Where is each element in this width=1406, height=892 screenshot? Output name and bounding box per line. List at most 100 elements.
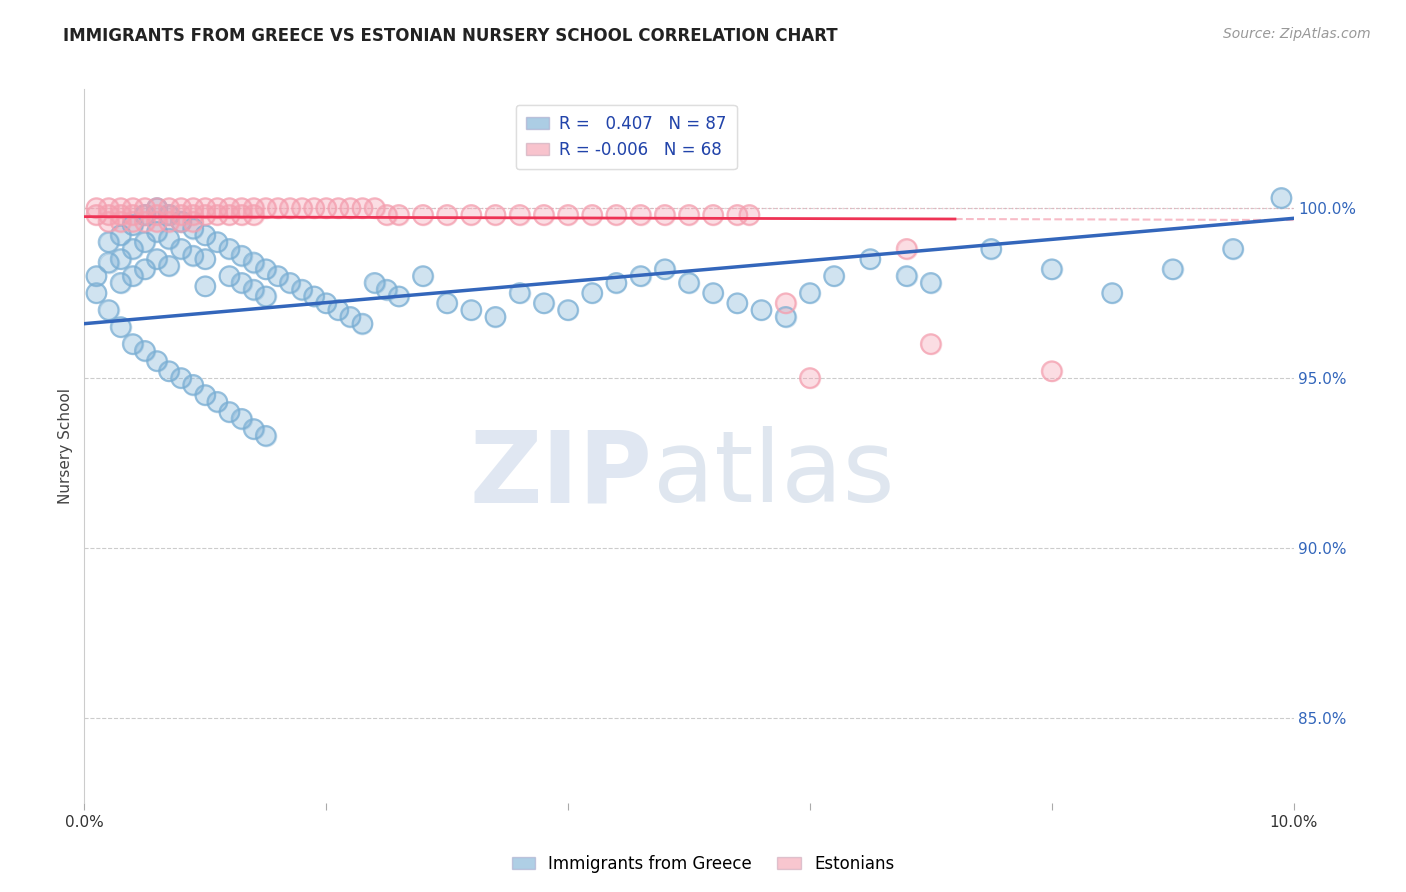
Point: [218, 405, 240, 419]
Point: [315, 201, 337, 215]
Point: [738, 208, 761, 222]
Point: [725, 208, 748, 222]
Point: [134, 208, 156, 222]
Text: IMMIGRANTS FROM GREECE VS ESTONIAN NURSERY SCHOOL CORRELATION CHART: IMMIGRANTS FROM GREECE VS ESTONIAN NURSE…: [63, 27, 838, 45]
Point: [181, 201, 204, 215]
Point: [920, 276, 942, 290]
Point: [231, 249, 253, 263]
Point: [352, 317, 374, 331]
Point: [654, 262, 676, 277]
Point: [328, 303, 350, 318]
Point: [412, 208, 434, 222]
Point: [920, 337, 942, 351]
Point: [110, 228, 132, 243]
Point: [302, 201, 325, 215]
Point: [86, 286, 108, 301]
Point: [157, 215, 180, 229]
Point: [170, 215, 193, 229]
Point: [678, 276, 700, 290]
Point: [218, 201, 240, 215]
Point: [181, 208, 204, 222]
Point: [134, 262, 156, 277]
Point: [302, 289, 325, 303]
Point: [1161, 262, 1184, 277]
Point: [181, 221, 204, 235]
Point: [725, 296, 748, 310]
Point: [388, 289, 411, 303]
Point: [751, 303, 773, 318]
Point: [278, 276, 301, 290]
Point: [97, 235, 120, 249]
Point: [134, 235, 156, 249]
Point: [267, 201, 290, 215]
Point: [291, 201, 314, 215]
Point: [194, 201, 217, 215]
Point: [97, 208, 120, 222]
Point: [157, 208, 180, 222]
Point: [533, 208, 555, 222]
Point: [157, 364, 180, 378]
Point: [170, 208, 193, 222]
Point: [170, 371, 193, 385]
Point: [121, 269, 143, 284]
Y-axis label: Nursery School: Nursery School: [58, 388, 73, 504]
Point: [181, 215, 204, 229]
Point: [896, 242, 918, 256]
Point: [278, 276, 301, 290]
Point: [484, 208, 506, 222]
Point: [254, 201, 277, 215]
Point: [352, 201, 374, 215]
Point: [254, 262, 277, 277]
Point: [388, 289, 411, 303]
Point: [363, 201, 385, 215]
Point: [194, 252, 217, 266]
Point: [218, 208, 240, 222]
Point: [242, 255, 264, 269]
Point: [181, 249, 204, 263]
Point: [412, 269, 434, 284]
Point: [97, 303, 120, 318]
Point: [121, 337, 143, 351]
Point: [823, 269, 845, 284]
Point: [725, 296, 748, 310]
Point: [654, 208, 676, 222]
Point: [218, 405, 240, 419]
Point: [110, 201, 132, 215]
Point: [121, 218, 143, 232]
Point: [302, 201, 325, 215]
Point: [352, 201, 374, 215]
Point: [181, 201, 204, 215]
Point: [121, 269, 143, 284]
Point: [207, 235, 229, 249]
Point: [328, 201, 350, 215]
Point: [194, 228, 217, 243]
Point: [231, 201, 253, 215]
Point: [157, 208, 180, 222]
Point: [581, 286, 603, 301]
Point: [799, 286, 821, 301]
Point: [291, 283, 314, 297]
Point: [339, 310, 361, 324]
Point: [194, 388, 217, 402]
Text: Source: ZipAtlas.com: Source: ZipAtlas.com: [1223, 27, 1371, 41]
Point: [134, 208, 156, 222]
Point: [218, 242, 240, 256]
Point: [97, 201, 120, 215]
Point: [86, 269, 108, 284]
Point: [86, 201, 108, 215]
Point: [460, 303, 482, 318]
Point: [375, 283, 398, 297]
Point: [110, 201, 132, 215]
Point: [254, 289, 277, 303]
Point: [207, 235, 229, 249]
Point: [207, 208, 229, 222]
Point: [605, 208, 627, 222]
Point: [157, 201, 180, 215]
Point: [896, 269, 918, 284]
Point: [460, 208, 482, 222]
Point: [231, 276, 253, 290]
Point: [231, 201, 253, 215]
Legend: R =   0.407   N = 87, R = -0.006   N = 68: R = 0.407 N = 87, R = -0.006 N = 68: [516, 104, 737, 169]
Point: [110, 320, 132, 334]
Point: [207, 201, 229, 215]
